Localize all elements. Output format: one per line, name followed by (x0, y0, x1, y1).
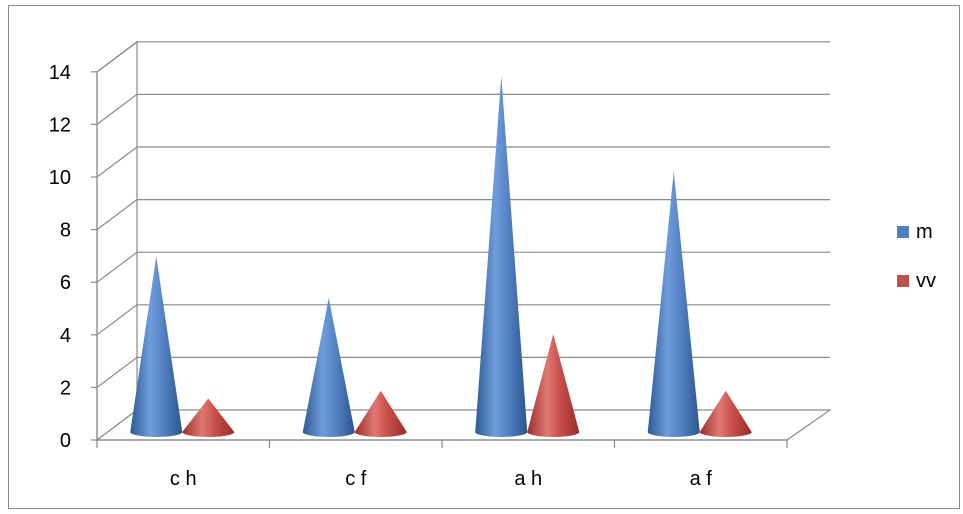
cone-m-a-f (647, 171, 700, 438)
x-category-label: a h (514, 468, 542, 490)
cone-m-a-h (475, 75, 528, 438)
y-tick-label: 12 (49, 114, 71, 136)
chart-walls (95, 40, 832, 442)
cone-body (302, 297, 355, 437)
gridline-diagonal (96, 199, 138, 231)
x-category-label: c h (170, 468, 197, 490)
cone-body (699, 390, 752, 437)
cone-body (354, 390, 407, 437)
y-tick-label: 10 (49, 167, 71, 189)
legend-swatch (897, 275, 909, 287)
legend-swatch (897, 226, 909, 238)
y-tick-label: 14 (49, 62, 71, 84)
cone-vv-a-h (527, 333, 580, 437)
y-tick-label: 4 (60, 325, 71, 347)
cone-body (130, 256, 183, 437)
cone-body (647, 171, 700, 438)
y-tick-label: 2 (60, 377, 71, 399)
gridline-diagonal (96, 41, 138, 73)
y-tick-label: 6 (60, 272, 71, 294)
cone-vv-c-f (354, 390, 407, 437)
cone-body (182, 398, 235, 437)
gridline-diagonal (96, 93, 138, 125)
plot-area (130, 75, 752, 438)
gridline-diagonal (96, 356, 138, 388)
cone-m-c-f (302, 297, 355, 437)
cone-vv-a-f (699, 390, 752, 437)
side-wall (96, 40, 138, 442)
gridline-diagonal (96, 146, 138, 178)
legend-label: vv (916, 270, 936, 292)
legend-label: m (916, 221, 933, 243)
y-tick-label: 8 (60, 220, 71, 242)
y-tick-label: 0 (60, 430, 71, 452)
cone-m-c-h (130, 256, 183, 437)
cone-vv-c-h (182, 398, 235, 437)
gridlines (96, 41, 830, 388)
gridline-diagonal (96, 304, 138, 336)
gridline-diagonal (96, 251, 138, 283)
cone-body (527, 333, 580, 437)
legend: m vv (897, 221, 936, 292)
y-axis-ticks: 0 2 4 6 8 10 12 14 (49, 62, 98, 452)
cone-body (475, 75, 528, 438)
x-category-label: c f (345, 468, 367, 490)
x-category-label: a f (690, 468, 713, 490)
